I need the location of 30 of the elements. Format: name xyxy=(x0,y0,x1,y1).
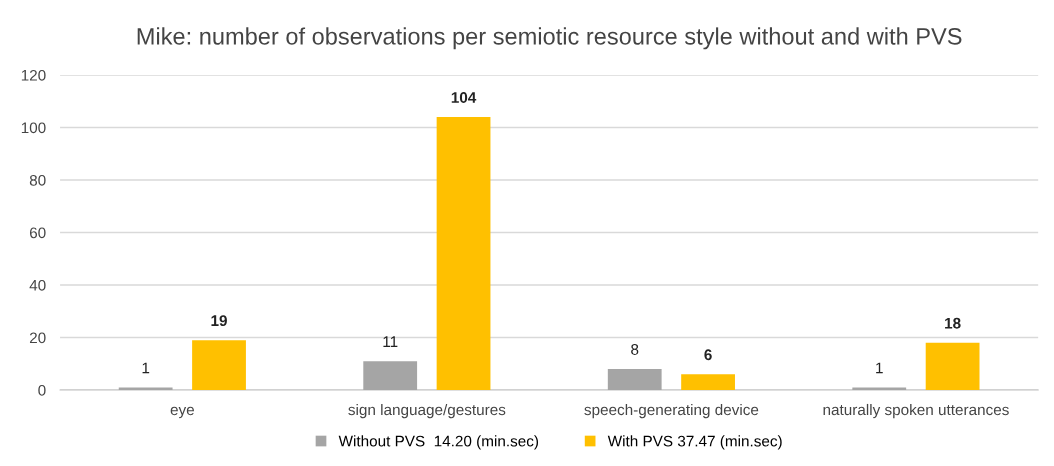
bar xyxy=(852,387,907,391)
bar xyxy=(925,342,980,391)
x-tick-label: sign language/gestures xyxy=(348,403,506,419)
y-tick-label: 100 xyxy=(21,122,46,134)
data-label: 11 xyxy=(383,336,398,347)
y-tick-label: 40 xyxy=(29,279,46,291)
y-tick-label: 20 xyxy=(29,332,46,344)
data-label: 1 xyxy=(876,362,883,374)
bar xyxy=(192,340,246,391)
data-label: 8 xyxy=(631,344,639,355)
data-label: 19 xyxy=(211,315,227,327)
x-tick-label: speech-generating device xyxy=(584,403,759,419)
chart-title: Mike: number of observations per semiotic resource style without and with PVS xyxy=(137,27,962,50)
y-tick-label: 60 xyxy=(29,227,46,239)
bar xyxy=(436,117,491,391)
y-tick-label: 0 xyxy=(38,384,46,396)
bar xyxy=(681,374,735,391)
legend-label: With PVS 37.47 (min.sec) xyxy=(607,435,782,450)
y-tick-label: 80 xyxy=(29,174,46,186)
data-label: 1 xyxy=(142,362,150,374)
data-label: 18 xyxy=(945,317,961,329)
y-tick-label: 120 xyxy=(21,69,46,81)
data-label: 104 xyxy=(451,92,477,103)
legend-label: Without PVS 14.20 (min.sec) xyxy=(338,435,539,450)
data-label: 6 xyxy=(704,349,712,361)
x-tick-label: eye xyxy=(170,406,194,419)
bar xyxy=(607,369,662,391)
x-tick-label: naturally spoken utterances xyxy=(823,403,1009,419)
bar xyxy=(363,361,418,391)
bar xyxy=(118,387,173,391)
